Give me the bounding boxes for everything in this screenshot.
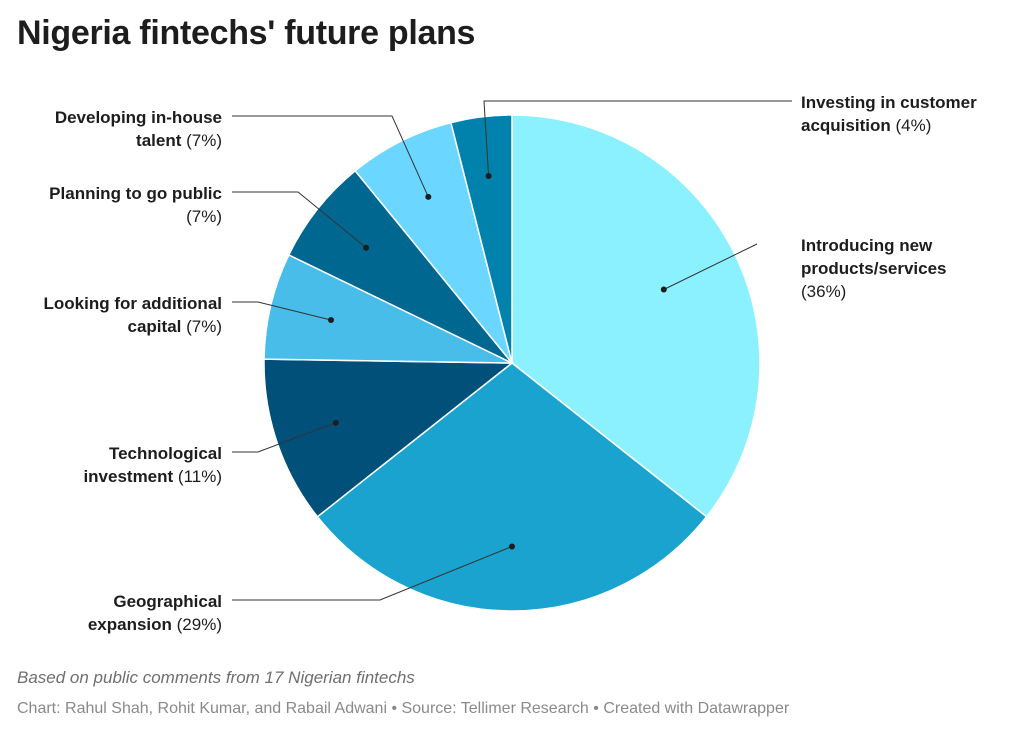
slice-label-introducing-new-products-services: Introducing new products/services (36%) (801, 236, 947, 301)
leader-line-investing-in-customer-acquisition (483, 100, 792, 177)
slice-label-planning-to-go-public: Planning to go public (7%) (49, 184, 222, 226)
slice-label-developing-in-house-talent: Developing in-house talent (7%) (55, 108, 222, 150)
leader-line-introducing-new-products-services (663, 243, 758, 290)
pie-slice-investing-in-customer-acquisition (450, 114, 513, 364)
slice-label-investing-in-customer-acquisition: Investing in customer acquisition (4%) (801, 93, 977, 135)
leader-line-looking-for-additional-capital (232, 301, 332, 321)
leader-line-technological-investment (232, 422, 336, 453)
leader-dot-planning-to-go-public (363, 244, 370, 251)
chart-byline: Chart: Rahul Shah, Rohit Kumar, and Raba… (17, 700, 790, 717)
chart-notes: Based on public comments from 17 Nigeria… (17, 668, 415, 687)
leader-line-geographical-expansion (232, 546, 513, 601)
leader-dot-developing-in-house-talent (425, 193, 432, 200)
leader-dot-technological-investment (332, 419, 339, 426)
pie-slice-planning-to-go-public (287, 169, 513, 364)
pie-slice-developing-in-house-talent (354, 121, 513, 364)
pie-slice-looking-for-additional-capital (263, 253, 513, 364)
leader-dot-geographical-expansion (509, 543, 515, 550)
leader-dot-introducing-new-products-services (660, 286, 667, 293)
slice-label-looking-for-additional-capital: Looking for additional capital (7%) (44, 294, 222, 336)
pie-slice-technological-investment (263, 358, 515, 518)
leader-line-planning-to-go-public (232, 191, 367, 249)
chart-title: Nigeria fintechs' future plans (17, 14, 476, 52)
pie-slice-geographical-expansion (316, 362, 708, 612)
slice-label-technological-investment: Technological investment (11%) (83, 444, 222, 486)
leader-line-developing-in-house-talent (232, 115, 429, 198)
leader-dot-looking-for-additional-capital (328, 317, 334, 323)
slice-label-geographical-expansion: Geographical expansion (29%) (88, 592, 222, 634)
leader-dot-investing-in-customer-acquisition (485, 173, 492, 179)
